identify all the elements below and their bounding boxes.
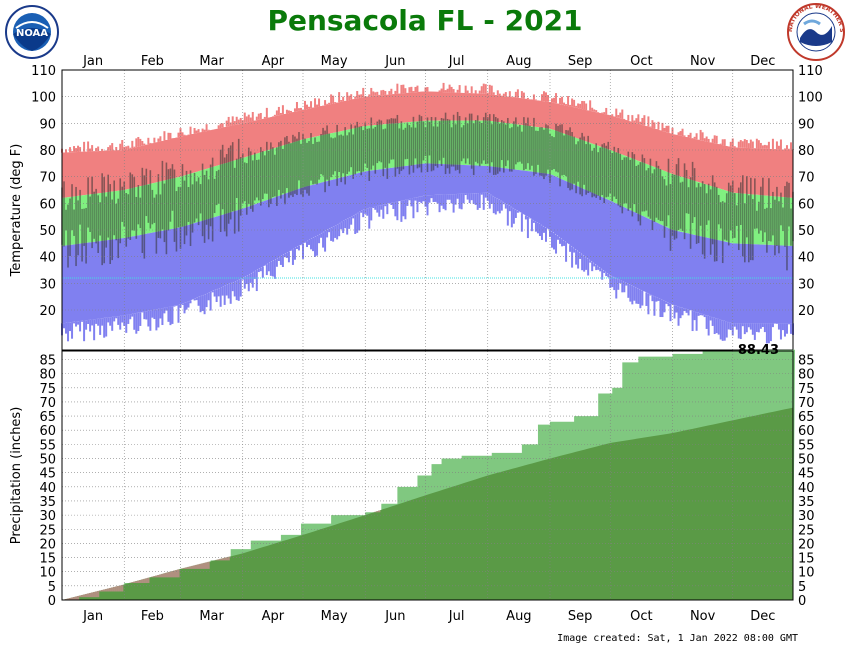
precipitation-tick-label-left: 75 <box>39 382 56 397</box>
month-label-bottom: Jan <box>82 609 103 624</box>
month-label-bottom: Nov <box>690 609 716 624</box>
temperature-tick-label-right: 20 <box>798 304 815 319</box>
precipitation-tick-label-right: 0 <box>798 594 806 609</box>
temperature-tick-label-left: 50 <box>39 224 56 239</box>
precipitation-deficit <box>62 510 381 600</box>
month-label-top: Dec <box>750 54 775 69</box>
month-label-top: Nov <box>690 54 716 69</box>
temperature-axis-label: Temperature (deg F) <box>9 144 24 278</box>
temperature-tick-label-right: 40 <box>798 251 815 266</box>
precipitation-tick-label-left: 25 <box>39 523 56 538</box>
precipitation-tick-label-right: 70 <box>798 396 815 411</box>
precipitation-tick-label-right: 80 <box>798 368 815 383</box>
month-label-bottom: Sep <box>568 609 593 624</box>
month-label-bottom: Feb <box>141 609 164 624</box>
precipitation-tick-label-right: 85 <box>798 353 815 368</box>
temperature-tick-label-right: 80 <box>798 144 815 159</box>
month-label-bottom: May <box>321 609 348 624</box>
precipitation-grid <box>62 351 793 601</box>
month-label-top: Oct <box>630 54 652 69</box>
month-label-top: Jun <box>384 54 405 69</box>
noaa-logo-text: NOAA <box>16 28 48 39</box>
precipitation-tick-label-right: 50 <box>798 453 815 468</box>
precipitation-tick-label-left: 40 <box>39 481 56 496</box>
page-title: Pensacola FL - 2021 <box>267 4 583 37</box>
precipitation-tick-label-left: 65 <box>39 410 56 425</box>
precipitation-tick-label-right: 45 <box>798 467 815 482</box>
normal-precipitation-area <box>62 407 793 600</box>
actual-temperature-bars <box>61 111 794 271</box>
month-label-top: Feb <box>141 54 164 69</box>
month-label-top: Apr <box>262 54 285 69</box>
precipitation-tick-label-left: 45 <box>39 467 56 482</box>
precipitation-tick-label-right: 55 <box>798 438 815 453</box>
temperature-panel: 20 20 30 30 40 40 50 50 60 60 70 70 80 80 90 90 100 100 11… <box>9 54 823 351</box>
precipitation-tick-label-left: 50 <box>39 453 56 468</box>
precipitation-tick-label-left: 85 <box>39 353 56 368</box>
temperature-tick-label-left: 100 <box>31 91 56 106</box>
month-label-top: May <box>321 54 348 69</box>
month-label-top: Jul <box>448 54 465 69</box>
precipitation-tick-label-right: 60 <box>798 424 815 439</box>
month-label-top: Sep <box>568 54 593 69</box>
precipitation-tick-label-right: 30 <box>798 509 815 524</box>
precipitation-tick-label-left: 80 <box>39 368 56 383</box>
precipitation-axis-label: Precipitation (inches) <box>9 407 24 545</box>
precipitation-plot-frame <box>61 350 794 601</box>
precipitation-tick-label-right: 5 <box>798 580 806 595</box>
record-low-band <box>62 163 793 324</box>
precipitation-total-annotation: 88.43 <box>738 343 779 358</box>
temperature-tick-label-left: 60 <box>39 197 56 212</box>
precipitation-tick-label-left: 0 <box>48 594 56 609</box>
precipitation-tick-label-right: 75 <box>798 382 815 397</box>
temperature-tick-label-left: 90 <box>39 117 56 132</box>
month-label-bottom: Aug <box>506 609 531 624</box>
temperature-tick-label-left: 110 <box>31 64 56 79</box>
precipitation-tick-label-right: 35 <box>798 495 815 510</box>
temperature-tick-label-right: 90 <box>798 117 815 132</box>
temperature-plot-frame <box>61 69 794 351</box>
precipitation-tick-label-left: 35 <box>39 495 56 510</box>
precipitation-tick-label-left: 5 <box>48 580 56 595</box>
precipitation-tick-label-left: 15 <box>39 552 56 567</box>
precipitation-tick-label-left: 70 <box>39 396 56 411</box>
precipitation-tick-label-left: 10 <box>39 566 56 581</box>
month-label-bottom: Jun <box>384 609 405 624</box>
image-created-footer: Image created: Sat, 1 Jan 2022 08:00 GMT <box>557 633 798 644</box>
precipitation-tick-label-left: 55 <box>39 438 56 453</box>
temperature-tick-label-left: 30 <box>39 277 56 292</box>
precipitation-tick-label-right: 20 <box>798 537 815 552</box>
noaa-logo: NOAA <box>5 5 59 59</box>
record-spikes <box>61 82 794 344</box>
temperature-tick-label-right: 100 <box>798 91 823 106</box>
precipitation-tick-label-right: 25 <box>798 523 815 538</box>
precipitation-tick-label-right: 65 <box>798 410 815 425</box>
temperature-tick-label-right: 50 <box>798 224 815 239</box>
precipitation-tick-label-right: 15 <box>798 552 815 567</box>
month-label-bottom: Oct <box>630 609 652 624</box>
month-label-top: Jan <box>82 54 103 69</box>
month-label-bottom: Dec <box>750 609 775 624</box>
temperature-tick-label-left: 40 <box>39 251 56 266</box>
precipitation-tick-label-right: 40 <box>798 481 815 496</box>
precipitation-tick-label-right: 10 <box>798 566 815 581</box>
month-label-bottom: Jul <box>448 609 465 624</box>
precipitation-tick-label-left: 20 <box>39 537 56 552</box>
temperature-tick-label-left: 70 <box>39 171 56 186</box>
precipitation-tick-label-left: 30 <box>39 509 56 524</box>
month-label-bottom: Mar <box>199 609 224 624</box>
temperature-tick-label-right: 60 <box>798 197 815 212</box>
temperature-tick-label-right: 70 <box>798 171 815 186</box>
precipitation-tick-label-left: 60 <box>39 424 56 439</box>
month-label-bottom: Apr <box>262 609 285 624</box>
temperature-tick-label-left: 80 <box>39 144 56 159</box>
temperature-tick-label-left: 20 <box>39 304 56 319</box>
nws-logo: NATIONAL WEATHER SERVICE <box>786 2 845 61</box>
month-label-top: Aug <box>506 54 531 69</box>
month-label-top: Mar <box>199 54 224 69</box>
temperature-tick-label-right: 110 <box>798 64 823 79</box>
temperature-tick-label-right: 30 <box>798 277 815 292</box>
